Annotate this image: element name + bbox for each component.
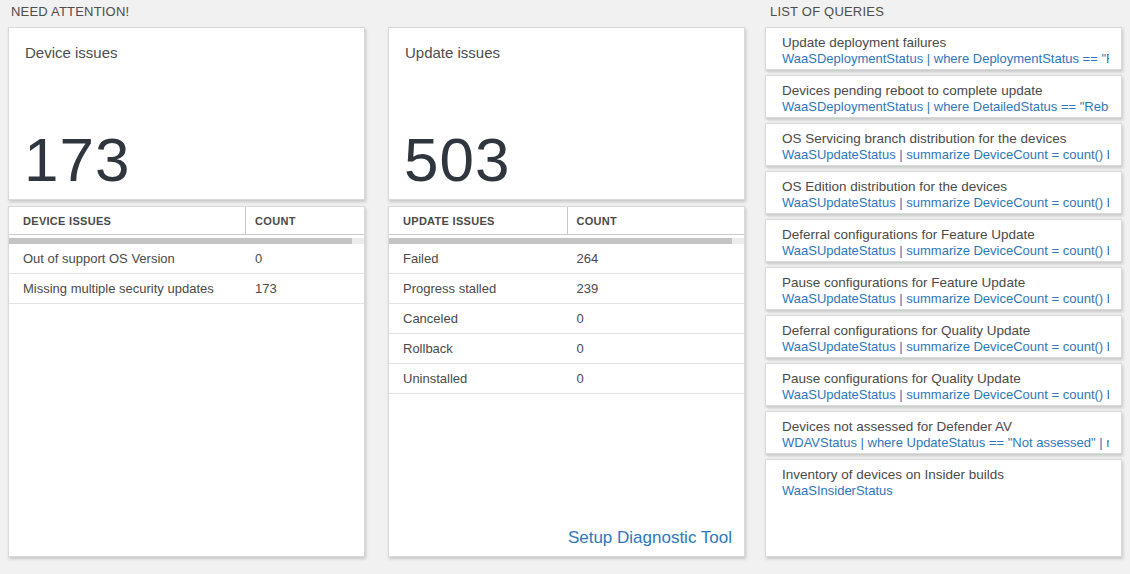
table-row[interactable]: Uninstalled 0 xyxy=(389,364,744,394)
table-row[interactable]: Failed 264 xyxy=(389,244,744,274)
query-item-pause-feature-update[interactable]: Pause configurations for Feature Update … xyxy=(765,267,1122,310)
update-issues-table-header: UPDATE ISSUES COUNT xyxy=(389,207,744,235)
table-row[interactable]: Out of support OS Version 0 xyxy=(9,244,364,274)
device-issues-card[interactable]: Device issues 173 xyxy=(8,27,365,200)
row-count: 239 xyxy=(577,281,599,296)
update-issues-title: Update issues xyxy=(405,44,500,61)
query-text: WaaSInsiderStatus xyxy=(782,483,1109,499)
list-of-queries-section-label: LIST OF QUERIES xyxy=(770,4,884,19)
update-issues-count: 503 xyxy=(404,129,510,191)
query-title: OS Edition distribution for the devices xyxy=(782,178,1109,195)
row-label: Rollback xyxy=(403,341,453,356)
update-issues-table-card: UPDATE ISSUES COUNT Failed 264 Progress … xyxy=(388,206,745,557)
query-list: Update deployment failures WaaSDeploymen… xyxy=(765,27,1122,557)
row-count: 0 xyxy=(577,341,584,356)
query-title: Devices pending reboot to complete updat… xyxy=(782,82,1109,99)
query-title: OS Servicing branch distribution for the… xyxy=(782,130,1109,147)
query-item-os-servicing-branch[interactable]: OS Servicing branch distribution for the… xyxy=(765,123,1122,166)
query-title: Update deployment failures xyxy=(782,34,1109,51)
row-count: 0 xyxy=(577,371,584,386)
query-item-deferral-feature-update[interactable]: Deferral configurations for Feature Upda… xyxy=(765,219,1122,262)
device-issues-count: 173 xyxy=(24,129,130,191)
row-label: Canceled xyxy=(403,311,458,326)
query-title: Pause configurations for Feature Update xyxy=(782,274,1109,291)
query-title: Deferral configurations for Feature Upda… xyxy=(782,226,1109,243)
row-count: 264 xyxy=(577,251,599,266)
query-item-devices-pending-reboot[interactable]: Devices pending reboot to complete updat… xyxy=(765,75,1122,118)
query-item-devices-not-assessed-defender-av[interactable]: Devices not assessed for Defender AV WDA… xyxy=(765,411,1122,454)
device-issues-column-header: DEVICE ISSUES xyxy=(23,215,111,227)
query-item-deferral-quality-update[interactable]: Deferral configurations for Quality Upda… xyxy=(765,315,1122,358)
column-divider xyxy=(567,207,568,234)
row-label: Uninstalled xyxy=(403,371,467,386)
query-text: WDAVStatus | where UpdateStatus == "Not … xyxy=(782,435,1109,451)
device-issues-title: Device issues xyxy=(25,44,118,61)
table-row[interactable]: Missing multiple security updates 173 xyxy=(9,274,364,304)
row-label: Missing multiple security updates xyxy=(23,281,214,296)
table-row[interactable]: Canceled 0 xyxy=(389,304,744,334)
query-item-inventory-insider-builds[interactable]: Inventory of devices on Insider builds W… xyxy=(765,459,1122,557)
query-text: WaaSUpdateStatus | summarize DeviceCount… xyxy=(782,195,1109,211)
update-issues-card[interactable]: Update issues 503 xyxy=(388,27,745,200)
need-attention-section-label: NEED ATTENTION! xyxy=(11,4,129,19)
query-item-pause-quality-update[interactable]: Pause configurations for Quality Update … xyxy=(765,363,1122,406)
row-label: Out of support OS Version xyxy=(23,251,175,266)
query-text: WaaSDeploymentStatus | where DetailedSta… xyxy=(782,99,1109,115)
query-title: Deferral configurations for Quality Upda… xyxy=(782,322,1109,339)
query-text: WaaSUpdateStatus | summarize DeviceCount… xyxy=(782,147,1109,163)
table-row[interactable]: Rollback 0 xyxy=(389,334,744,364)
row-count: 173 xyxy=(255,281,277,296)
query-text: WaaSUpdateStatus | summarize DeviceCount… xyxy=(782,243,1109,259)
row-label: Failed xyxy=(403,251,438,266)
row-count: 0 xyxy=(255,251,262,266)
query-text: WaaSDeploymentStatus | where DeploymentS… xyxy=(782,51,1109,67)
row-label: Progress stalled xyxy=(403,281,496,296)
query-title: Inventory of devices on Insider builds xyxy=(782,466,1109,483)
query-text: WaaSUpdateStatus | summarize DeviceCount… xyxy=(782,339,1109,355)
query-title: Pause configurations for Quality Update xyxy=(782,370,1109,387)
row-count: 0 xyxy=(577,311,584,326)
table-row[interactable]: Progress stalled 239 xyxy=(389,274,744,304)
column-divider xyxy=(245,207,246,234)
query-text: WaaSUpdateStatus | summarize DeviceCount… xyxy=(782,387,1109,403)
query-item-os-edition-distribution[interactable]: OS Edition distribution for the devices … xyxy=(765,171,1122,214)
query-title: Devices not assessed for Defender AV xyxy=(782,418,1109,435)
query-text: WaaSUpdateStatus | summarize DeviceCount… xyxy=(782,291,1109,307)
device-issues-table-card: DEVICE ISSUES COUNT Out of support OS Ve… xyxy=(8,206,365,557)
setup-diagnostic-tool-link[interactable]: Setup Diagnostic Tool xyxy=(568,528,732,548)
update-issues-column-header: UPDATE ISSUES xyxy=(403,215,495,227)
query-item-update-deployment-failures[interactable]: Update deployment failures WaaSDeploymen… xyxy=(765,27,1122,70)
count-column-header: COUNT xyxy=(577,215,618,227)
device-issues-table-header: DEVICE ISSUES COUNT xyxy=(9,207,364,235)
count-column-header: COUNT xyxy=(255,215,296,227)
